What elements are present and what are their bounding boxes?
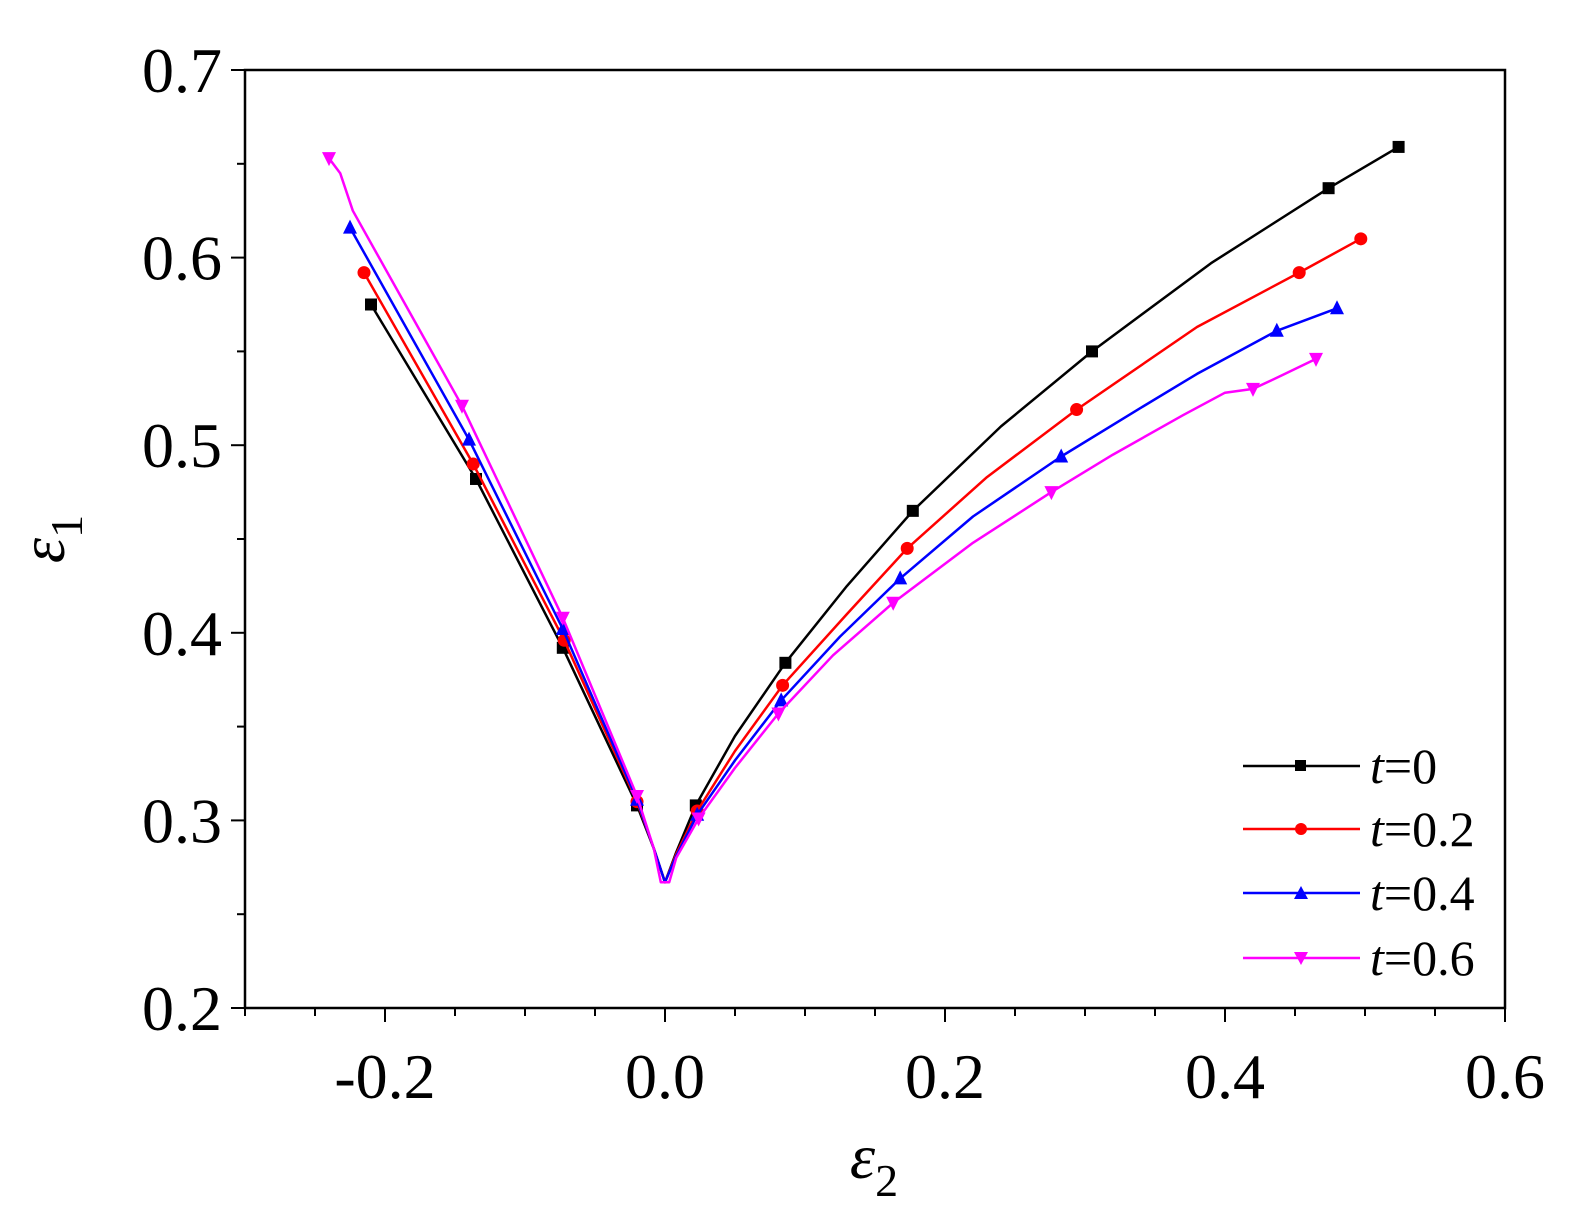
triangle-down-marker (322, 152, 336, 167)
legend-label-var: t (1370, 865, 1385, 921)
legend-entry: t=0.4 (1243, 865, 1475, 921)
y-tick-label: 0.6 (142, 223, 222, 294)
triangle-down-marker (886, 596, 901, 611)
legend-label-value: =0.2 (1384, 801, 1475, 857)
y-tick-label: 0.2 (142, 973, 222, 1044)
legend: t=0 t=0.2 t=0.4 t=0.6 (1243, 738, 1475, 986)
circle-marker (466, 457, 480, 471)
legend-triangle-down-marker (1294, 952, 1308, 965)
y-axis-title-sub: 1 (41, 515, 92, 538)
series-group (343, 219, 1344, 884)
x-tick-label: 0.2 (905, 1041, 985, 1112)
y-axis-ticks: 0.2 0.3 0.4 0.5 0.6 0.7 (142, 35, 245, 1044)
legend-entry: t=0 (1243, 738, 1437, 794)
triangle-down-marker (771, 707, 786, 722)
circle-marker (1292, 266, 1306, 280)
square-marker (365, 298, 377, 311)
triangle-down-marker (555, 611, 570, 626)
y-tick-label: 0.3 (142, 785, 222, 856)
triangle-down-marker (1309, 352, 1323, 367)
legend-entry: t=0.6 (1243, 930, 1475, 986)
square-marker (779, 656, 792, 669)
square-marker (906, 504, 919, 517)
triangle-down-marker (455, 399, 469, 414)
triangle-down-marker (630, 790, 644, 805)
x-axis-title: ε2 (850, 1121, 898, 1206)
series-group (322, 152, 1323, 884)
legend-label-var: t (1370, 738, 1385, 794)
triangle-up-marker (1269, 322, 1284, 337)
legend-label-value: =0 (1384, 738, 1437, 794)
circle-marker (1354, 232, 1368, 246)
legend-circle-marker (1295, 823, 1307, 835)
circle-marker (357, 266, 371, 280)
square-marker (1392, 140, 1405, 153)
series-layer (322, 140, 1405, 884)
triangle-up-marker (555, 621, 570, 636)
x-axis-ticks: -0.2 0.0 0.2 0.4 0.6 (244, 1008, 1545, 1112)
triangle-up-marker (462, 431, 476, 446)
triangle-down-marker (691, 812, 706, 827)
triangle-up-marker (1054, 448, 1069, 463)
series-line (362, 237, 1362, 884)
legend-label-var: t (1370, 801, 1385, 857)
circle-marker (1070, 403, 1084, 417)
circle-marker (776, 678, 790, 692)
triangle-up-marker (343, 219, 357, 234)
legend-label: t=0.4 (1370, 865, 1475, 921)
y-axis-title-main: ε (7, 537, 78, 563)
x-axis-title-main: ε (850, 1121, 876, 1192)
legend-label-value: =0.6 (1384, 930, 1475, 986)
legend-label: t=0 (1370, 738, 1437, 794)
circle-marker (900, 541, 914, 555)
x-tick-label: 0.4 (1185, 1041, 1265, 1112)
y-tick-label: 0.5 (142, 410, 222, 481)
legend-label: t=0.6 (1370, 930, 1475, 986)
series-group (365, 140, 1405, 884)
y-axis-title: ε1 (7, 515, 92, 563)
series-line (327, 157, 1317, 884)
x-axis-title-sub: 2 (875, 1155, 898, 1206)
series-group (357, 232, 1368, 884)
legend-label-var: t (1370, 930, 1385, 986)
y-tick-label: 0.4 (142, 598, 222, 669)
triangle-up-marker (1330, 300, 1344, 315)
x-tick-label: 0.0 (625, 1041, 705, 1112)
legend-label: t=0.2 (1370, 801, 1475, 857)
y-tick-label: 0.7 (142, 35, 222, 106)
legend-label-value: =0.4 (1384, 865, 1475, 921)
plot-frame (243, 68, 1507, 1010)
legend-entry: t=0.2 (1243, 801, 1475, 857)
triangle-up-marker (893, 570, 908, 585)
triangle-down-marker (1246, 382, 1260, 397)
legend-square-marker (1295, 760, 1306, 771)
square-marker (1322, 182, 1335, 195)
triangle-down-marker (1044, 486, 1059, 501)
x-tick-label: 0.6 (1465, 1041, 1545, 1112)
series-line (369, 145, 1400, 884)
square-marker (1086, 345, 1098, 358)
legend-triangle-up-marker (1294, 886, 1308, 899)
x-tick-label: -0.2 (334, 1041, 435, 1112)
triangle-up-marker (774, 692, 789, 707)
series-line (348, 226, 1338, 884)
